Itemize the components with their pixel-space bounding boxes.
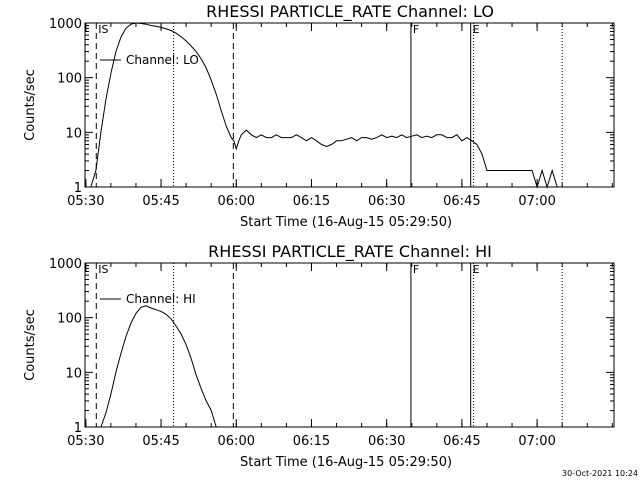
marker-label: F bbox=[413, 263, 419, 276]
legend-label: Channel: LO bbox=[126, 53, 199, 67]
marker-label: IS bbox=[98, 263, 108, 276]
x-tick-label: 05:45 bbox=[142, 434, 179, 449]
x-ticks: 05:30 05:45 06:00 06:15 06:30 06:45 07:00 bbox=[67, 23, 613, 209]
marker-label: E bbox=[473, 23, 480, 36]
x-tick-label: 06:00 bbox=[218, 434, 255, 449]
x-tick-label: 06:30 bbox=[368, 194, 405, 209]
x-tick-label: 06:00 bbox=[218, 194, 255, 209]
y-tick-label: 10 bbox=[65, 366, 82, 381]
x-tick-label: 05:45 bbox=[142, 194, 179, 209]
plot-frame bbox=[84, 22, 615, 188]
y-tick-label: 100 bbox=[57, 72, 82, 87]
y-tick-label: 1 bbox=[74, 421, 82, 436]
x-tick-label: 06:15 bbox=[293, 194, 330, 209]
x-tick-label: 06:45 bbox=[443, 194, 480, 209]
footer-timestamp: 30-Oct-2021 10:24 bbox=[562, 469, 638, 478]
y-axis-label: Counts/sec bbox=[23, 309, 38, 381]
event-markers: IS F E bbox=[95, 23, 563, 187]
marker-label: F bbox=[413, 23, 419, 36]
x-ticks: 05:30 05:45 06:00 06:15 06:30 06:45 07:00 bbox=[67, 263, 613, 449]
x-axis-label: Start Time (16-Aug-15 05:29:50) bbox=[240, 455, 452, 470]
panel-lo: RHESSI PARTICLE_RATE Channel: LO 1101001… bbox=[23, 2, 615, 230]
panel-hi: RHESSI PARTICLE_RATE Channel: HI 1101001… bbox=[23, 242, 615, 470]
plot-frame bbox=[84, 262, 615, 428]
y-ticks: 1 10 100 1000 bbox=[49, 257, 614, 436]
x-axis-label: Start Time (16-Aug-15 05:29:50) bbox=[240, 215, 452, 230]
x-tick-label: 07:00 bbox=[518, 194, 555, 209]
y-tick-label: 1000 bbox=[49, 257, 82, 272]
x-tick-label: 06:30 bbox=[368, 434, 405, 449]
chart-title: RHESSI PARTICLE_RATE Channel: LO bbox=[206, 2, 494, 22]
y-tick-label: 10 bbox=[65, 126, 82, 141]
chart-title: RHESSI PARTICLE_RATE Channel: HI bbox=[208, 242, 492, 262]
x-tick-label: 06:45 bbox=[443, 434, 480, 449]
y-axis-label: Counts/sec bbox=[23, 69, 38, 141]
marker-label: IS bbox=[98, 23, 108, 36]
x-tick-label: 07:00 bbox=[518, 434, 555, 449]
y-tick-label: 1000 bbox=[49, 17, 82, 32]
legend-label: Channel: HI bbox=[126, 292, 196, 306]
y-tick-label: 1 bbox=[74, 181, 82, 196]
x-tick-label: 05:30 bbox=[67, 434, 104, 449]
series-line bbox=[90, 22, 558, 189]
y-tick-label: 100 bbox=[57, 312, 82, 327]
series-line bbox=[100, 305, 217, 428]
event-markers: IS F E bbox=[95, 263, 563, 427]
y-ticks: 1 10 100 1000 bbox=[49, 17, 614, 196]
x-tick-label: 05:30 bbox=[67, 194, 104, 209]
marker-label: E bbox=[473, 263, 480, 276]
x-tick-label: 06:15 bbox=[293, 434, 330, 449]
